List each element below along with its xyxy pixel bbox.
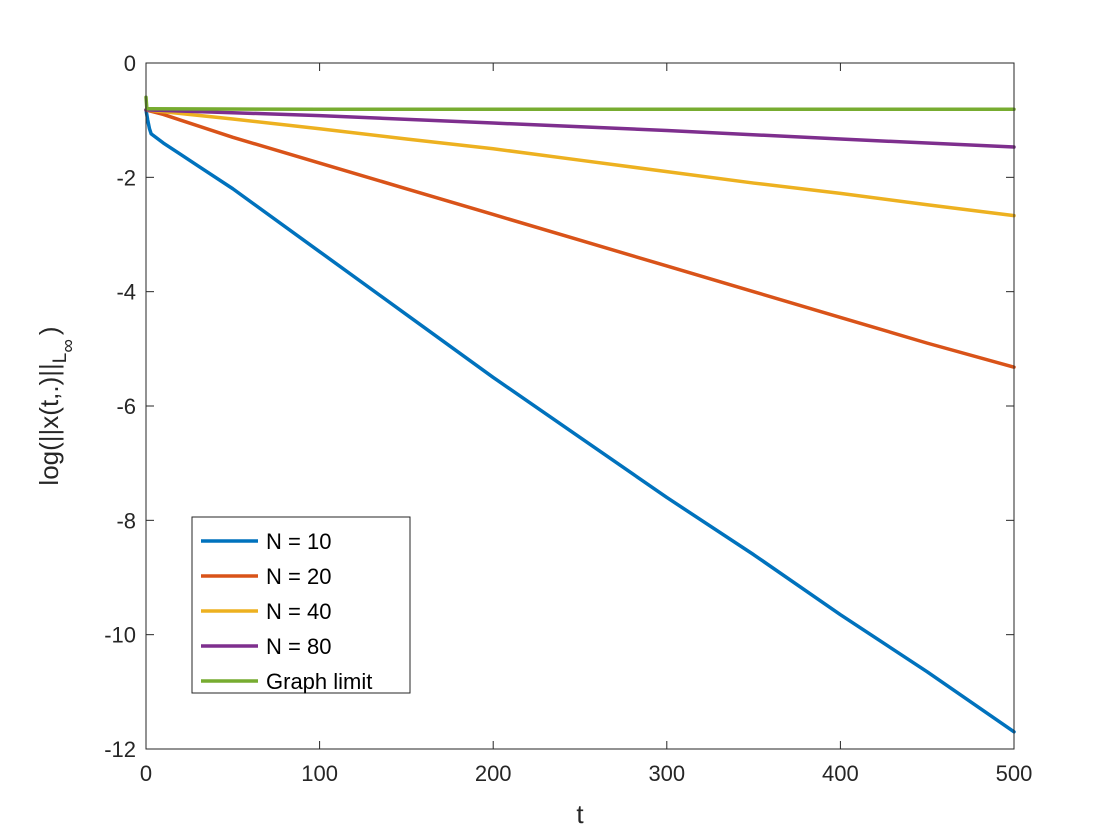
legend-label-2: N = 20 <box>266 564 331 589</box>
x-tick-label: 200 <box>475 761 512 786</box>
y-tick-label: -10 <box>104 623 136 648</box>
legend-label-4: N = 80 <box>266 634 331 659</box>
y-tick-label: -12 <box>104 737 136 762</box>
x-tick-label: 100 <box>301 761 338 786</box>
series-line-1 <box>144 108 1016 734</box>
y-axis-title-sub: L <box>50 353 71 364</box>
y-tick-label: -6 <box>116 394 136 419</box>
y-axis-title-close: ) <box>34 326 64 335</box>
y-tick-label: -4 <box>116 280 136 305</box>
x-tick-label: 300 <box>648 761 685 786</box>
y-axis-title-sub2: ∞ <box>58 339 79 353</box>
series-line-4 <box>144 108 1016 149</box>
x-tick-label: 400 <box>822 761 859 786</box>
y-tick-label: 0 <box>124 51 136 76</box>
x-axis-title: t <box>576 799 584 829</box>
legend-label-1: N = 10 <box>266 529 331 554</box>
series-layer <box>144 95 1016 734</box>
y-axis-title-text: log(||x(t,.)||L∞) <box>34 326 79 485</box>
series-line-5 <box>144 95 1016 112</box>
y-axis-title-main: log(||x(t,.)|| <box>34 363 64 485</box>
y-axis-title: log(||x(t,.)||L∞) <box>34 326 79 485</box>
legend-box <box>191 516 411 694</box>
legend: N = 10 N = 20 N = 40 N = 80 Graph limit <box>191 516 411 694</box>
x-tick-label: 500 <box>996 761 1033 786</box>
tick-layer: 0 100 200 300 400 500 0 -2 -4 -6 -8 -10 -12 <box>104 51 1032 786</box>
series-line-2 <box>144 108 1016 369</box>
y-tick-label: -8 <box>116 508 136 533</box>
series-line-3 <box>144 108 1016 218</box>
legend-label-5: Graph limit <box>266 669 372 694</box>
y-tick-label: -2 <box>116 165 136 190</box>
legend-label-3: N = 40 <box>266 599 331 624</box>
x-tick-label: 0 <box>140 761 152 786</box>
